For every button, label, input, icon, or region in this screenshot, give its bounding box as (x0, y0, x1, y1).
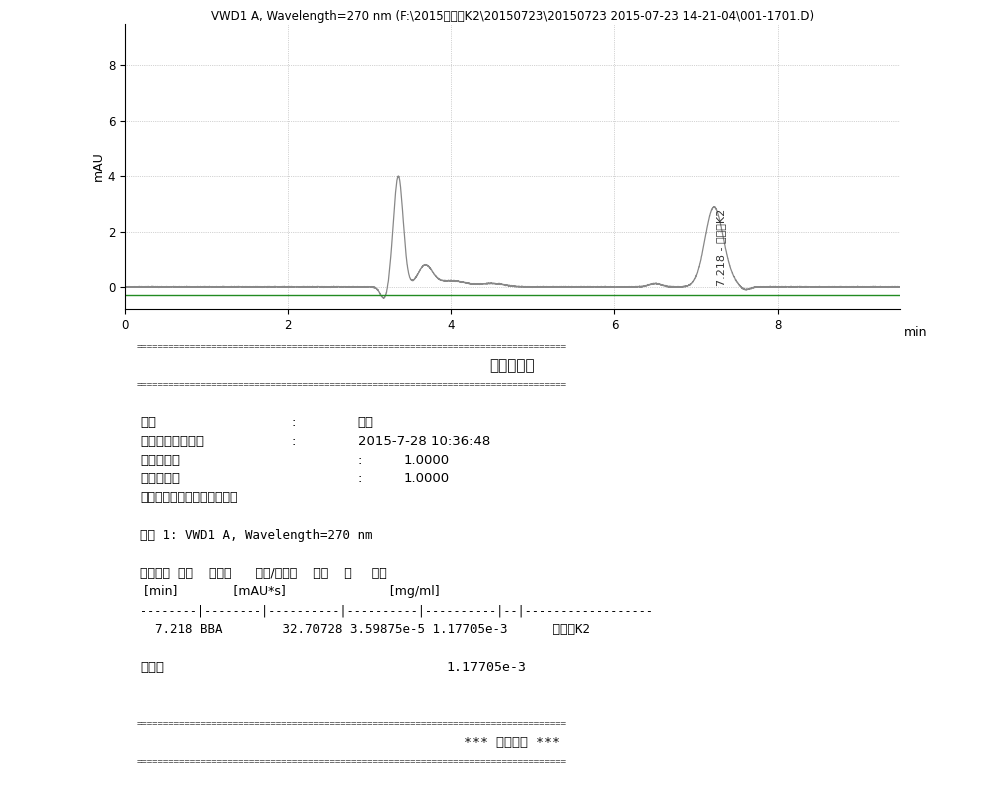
Text: *** 报告结束 ***: *** 报告结束 *** (464, 736, 560, 749)
Text: 排序: 排序 (140, 416, 156, 429)
Text: 2015-7-28 10:36:48: 2015-7-28 10:36:48 (358, 435, 490, 447)
Text: 信号 1: VWD1 A, Wavelength=270 nm: 信号 1: VWD1 A, Wavelength=270 nm (140, 529, 373, 542)
Text: 1.17705e-3: 1.17705e-3 (447, 661, 527, 673)
Y-axis label: mAU: mAU (92, 151, 105, 181)
Text: 乘积因子：: 乘积因子： (140, 454, 180, 466)
Text: 保留时间  类型    峰面积      含量/峰面积    含量    组     名称: 保留时间 类型 峰面积 含量/峰面积 含量 组 名称 (140, 567, 387, 579)
Text: 7.218 BBA        32.70728 3.59875e-5 1.17705e-3      维生素K2: 7.218 BBA 32.70728 3.59875e-5 1.17705e-3… (140, 623, 590, 636)
Text: 内标使用乘积因子和稀释因子: 内标使用乘积因子和稀释因子 (140, 491, 238, 504)
Title: VWD1 A, Wavelength=270 nm (F:\2015年维生K2\20150723\20150723 2015-07-23 14-21-04\00: VWD1 A, Wavelength=270 nm (F:\2015年维生K2\… (211, 10, 814, 23)
Text: 校正数据修改时间: 校正数据修改时间 (140, 435, 205, 447)
Text: 总量：: 总量： (140, 661, 164, 673)
Text: :: : (358, 472, 362, 486)
Text: 稀释因子：: 稀释因子： (140, 472, 180, 486)
Text: 外标法报告: 外标法报告 (490, 358, 535, 373)
Text: [min]              [mAU*s]                          [mg/ml]: [min] [mAU*s] [mg/ml] (140, 585, 440, 599)
Text: ================================================================================: ========================================… (137, 380, 567, 389)
Text: 7.218 - 维生素K2: 7.218 - 维生素K2 (716, 209, 726, 286)
Text: min: min (904, 326, 927, 339)
Text: 1.0000: 1.0000 (404, 454, 450, 466)
Text: :: : (292, 435, 296, 447)
Text: --------|--------|----------|----------|----------|--|------------------: --------|--------|----------|----------|… (140, 604, 654, 617)
Text: ================================================================================: ========================================… (137, 342, 567, 352)
Text: ================================================================================: ========================================… (137, 757, 567, 766)
Text: :: : (358, 454, 362, 466)
Text: 信号: 信号 (358, 416, 374, 429)
Text: ================================================================================: ========================================… (137, 720, 567, 728)
Text: 1.0000: 1.0000 (404, 472, 450, 486)
Text: :: : (292, 416, 296, 429)
